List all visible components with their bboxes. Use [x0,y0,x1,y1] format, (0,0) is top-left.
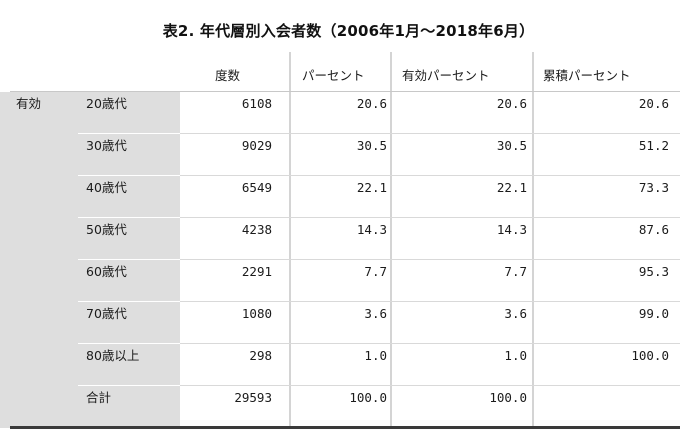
table-cell-cum: 73.3 [638,180,669,195]
group-label: 有効 [16,96,42,111]
table-bottom-border [10,426,680,429]
row-separator [180,343,680,344]
header-separator [10,91,680,92]
row-label: 60歳代 [86,264,127,279]
column-divider [532,52,534,428]
column-divider [289,52,291,428]
table-cell-pct: 22.1 [356,180,387,195]
table-cell-freq: 2291 [241,264,272,279]
table-cell-valid: 100.0 [489,390,527,405]
table-cell-freq: 1080 [241,306,272,321]
column-header: 累積パーセント [543,68,631,83]
table-cell-pct: 20.6 [356,96,387,111]
table-cell-valid: 20.6 [496,96,527,111]
column-header: 有効パーセント [402,68,490,83]
row-separator [180,217,680,218]
table-cell-pct: 100.0 [349,390,387,405]
row-label: 80歳以上 [86,348,140,363]
table-cell-cum: 20.6 [638,96,669,111]
row-label: 50歳代 [86,222,127,237]
row-separator [180,133,680,134]
table-cell-cum: 99.0 [638,306,669,321]
table-cell-freq: 29593 [234,390,272,405]
table-cell-cum: 95.3 [638,264,669,279]
column-header: 度数 [215,68,241,83]
table-cell-valid: 3.6 [504,306,527,321]
row-label: 70歳代 [86,306,127,321]
table-cell-cum: 51.2 [638,138,669,153]
row-separator [180,259,680,260]
table-cell-pct: 14.3 [356,222,387,237]
row-label: 20歳代 [86,96,127,111]
table-cell-valid: 30.5 [496,138,527,153]
row-label: 40歳代 [86,180,127,195]
table-cell-pct: 1.0 [364,348,387,363]
row-label: 合計 [86,390,112,405]
table-cell-pct: 30.5 [356,138,387,153]
table-cell-pct: 3.6 [364,306,387,321]
column-header: パーセント [302,68,365,83]
table-cell-freq: 4238 [241,222,272,237]
row-separator [180,385,680,386]
row-label: 30歳代 [86,138,127,153]
table-cell-cum: 87.6 [638,222,669,237]
table-cell-cum: 100.0 [631,348,669,363]
table-cell-freq: 6108 [241,96,272,111]
row-separator [180,301,680,302]
table-cell-valid: 7.7 [504,264,527,279]
row-separator [180,175,680,176]
row-label-background [0,92,180,428]
column-divider [390,52,392,428]
table-cell-valid: 22.1 [496,180,527,195]
table-title: 表2. 年代層別入会者数（2006年1月～2018年6月） [162,22,535,40]
table-cell-valid: 1.0 [504,348,527,363]
table-cell-freq: 6549 [241,180,272,195]
table-cell-freq: 9029 [241,138,272,153]
table-cell-valid: 14.3 [496,222,527,237]
table-cell-pct: 7.7 [364,264,387,279]
table-cell-freq: 298 [249,348,272,363]
